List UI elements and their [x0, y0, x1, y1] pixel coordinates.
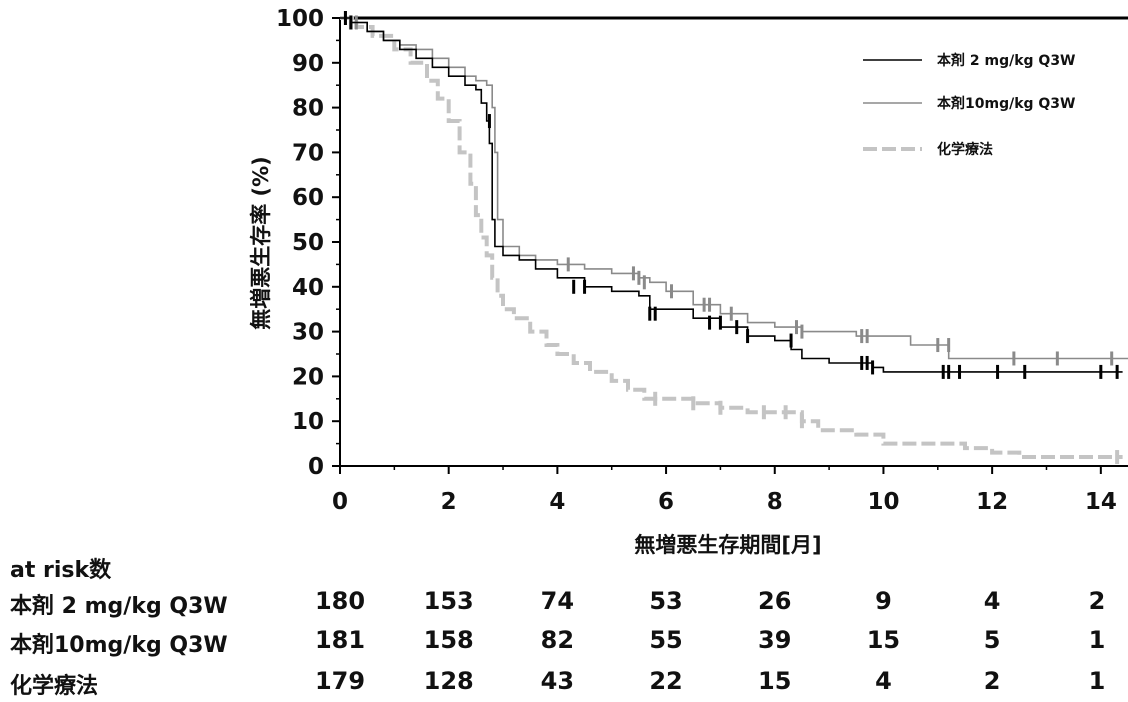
x-tick-label: 14 — [1085, 489, 1117, 515]
y-tick-label: 30 — [292, 320, 324, 346]
legend-label-2: 本剤10mg/kg Q3W — [937, 95, 1076, 112]
y-axis-title: 無増悪生存率 (%) — [249, 156, 273, 330]
x-tick-label: 12 — [976, 489, 1008, 515]
x-tick-label: 4 — [549, 489, 565, 515]
x-tick-label: 8 — [767, 489, 783, 515]
series-line-2 — [340, 17, 1128, 360]
y-tick-label: 20 — [292, 364, 324, 390]
series-line-3 — [340, 16, 1123, 459]
y-tick-label: 10 — [292, 409, 324, 435]
chart-axes: 0 10 20 30 40 50 60 70 80 90 100 0 2 4 6 8 10 12 14 — [276, 6, 1128, 515]
legend-label-1: 本剤 2 mg/kg Q3W — [937, 52, 1076, 69]
x-tick-label: 2 — [441, 489, 457, 515]
y-tick-label: 100 — [276, 6, 324, 32]
y-tick-label: 50 — [292, 230, 324, 256]
y-tick-label: 0 — [308, 454, 324, 480]
y-tick-label: 60 — [292, 185, 324, 211]
y-tick-label: 90 — [292, 51, 324, 77]
chart-series — [340, 11, 1128, 465]
x-tick-label: 10 — [867, 489, 899, 515]
x-tick-label: 6 — [658, 489, 674, 515]
legend-label-3: 化学療法 — [937, 141, 993, 158]
x-axis-title: 無増悪生存期間[月] — [634, 533, 821, 557]
x-tick-label: 0 — [332, 489, 348, 515]
y-tick-label: 40 — [292, 275, 324, 301]
series-line-1 — [340, 17, 1123, 373]
chart-legend: 本剤 2 mg/kg Q3W 本剤10mg/kg Q3W 化学療法 — [863, 52, 1076, 158]
y-tick-label: 80 — [292, 96, 324, 122]
y-tick-label: 70 — [292, 140, 324, 166]
